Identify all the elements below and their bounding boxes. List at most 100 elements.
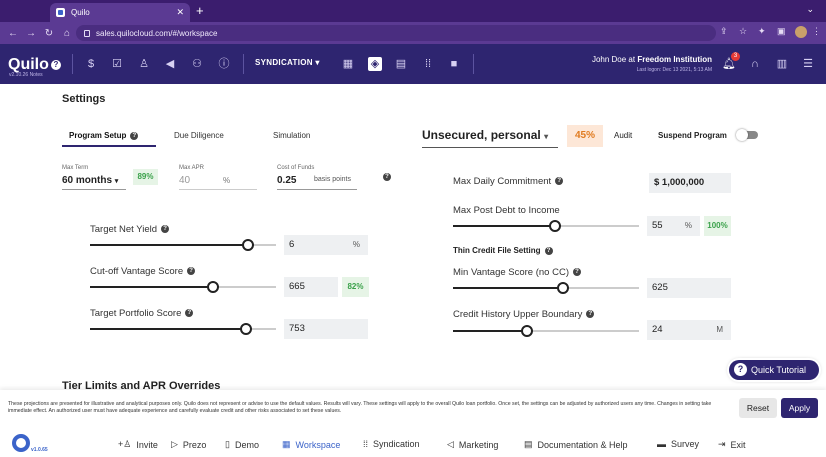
- slider-handle[interactable]: [549, 220, 562, 232]
- nav-invite[interactable]: +♙ Invite: [118, 439, 158, 450]
- min-vantage-input[interactable]: 625: [647, 278, 731, 298]
- info-icon[interactable]: ⓘ: [218, 58, 230, 70]
- bell-icon[interactable]: 🔔︎: [722, 58, 736, 70]
- apply-button[interactable]: Apply: [781, 398, 818, 418]
- help-icon[interactable]: ?: [130, 131, 139, 140]
- help-icon[interactable]: ?: [161, 225, 170, 234]
- audit-link[interactable]: Audit: [614, 131, 633, 140]
- settings-sliders-icon[interactable]: ☰: [803, 58, 813, 70]
- browser-menu-icon[interactable]: ⋮: [812, 26, 821, 36]
- credit-history-label: Credit History Upper Boundary?: [453, 309, 595, 320]
- slider-handle[interactable]: [240, 323, 253, 335]
- tab-search-icon[interactable]: ⌄: [806, 4, 814, 14]
- nav-workspace[interactable]: ▦ Workspace: [282, 439, 340, 450]
- slider-handle[interactable]: [521, 325, 534, 337]
- footer-version: v1.0.65: [31, 447, 48, 453]
- quilo-logo-icon[interactable]: [12, 434, 30, 452]
- briefcase-icon[interactable]: ■: [450, 58, 458, 70]
- reload-icon[interactable]: ↻: [44, 27, 54, 39]
- group-icon[interactable]: ⚇: [192, 58, 202, 70]
- chat-icon: ▬: [657, 439, 666, 449]
- analytics-icon[interactable]: ▥: [776, 58, 788, 70]
- close-tab-icon[interactable]: ✕: [176, 7, 184, 17]
- max-post-debt-slider[interactable]: [453, 220, 639, 232]
- credit-history-slider[interactable]: [453, 325, 639, 337]
- tab-program-setup[interactable]: Program Setup?: [69, 131, 139, 140]
- quilo-favicon-icon: [56, 8, 65, 17]
- help-icon[interactable]: ?: [51, 60, 61, 70]
- slider-handle[interactable]: [242, 239, 255, 251]
- reset-button[interactable]: Reset: [739, 398, 777, 418]
- address-bar[interactable]: sales.quilocloud.com/#/workspace: [76, 25, 716, 41]
- cost-of-funds-input[interactable]: 0.25: [277, 175, 297, 186]
- tab-due-diligence[interactable]: Due Diligence: [174, 131, 224, 140]
- target-net-yield-input[interactable]: 6%: [284, 235, 368, 255]
- target-net-yield-slider[interactable]: [90, 239, 276, 251]
- slider-handle[interactable]: [556, 282, 569, 294]
- credit-history-input[interactable]: 24 M: [647, 320, 731, 340]
- quick-tutorial-button[interactable]: ? Quick Tutorial: [729, 360, 819, 380]
- checkbox-icon[interactable]: ☑: [112, 58, 122, 70]
- document-icon: ▤: [524, 439, 533, 449]
- min-vantage-label: Min Vantage Score (no CC)?: [453, 267, 581, 278]
- tab-simulation[interactable]: Simulation: [273, 131, 311, 140]
- nav-syndication[interactable]: ⁞⁞ Syndication: [363, 439, 420, 449]
- help-icon[interactable]: ?: [586, 310, 595, 319]
- max-post-debt-value: 55: [652, 220, 663, 231]
- target-net-yield-label: Target Net Yield?: [90, 224, 170, 235]
- nav-exit[interactable]: ⇥ Exit: [718, 439, 746, 450]
- support-headset-icon[interactable]: ∩: [751, 58, 759, 70]
- extensions-icon[interactable]: ✦: [758, 26, 766, 36]
- product-value: Unsecured, personal: [422, 128, 541, 142]
- max-apr-input[interactable]: 40: [179, 175, 191, 186]
- cutoff-vantage-text: Cut-off Vantage Score: [90, 266, 184, 277]
- browser-tab[interactable]: Quilo ✕: [50, 3, 190, 22]
- help-icon[interactable]: ?: [573, 268, 581, 277]
- version-notes-link[interactable]: v2.10.26 Notes: [9, 72, 43, 78]
- nav-survey[interactable]: ▬ Survey: [657, 439, 699, 449]
- target-portfolio-input[interactable]: 753: [284, 319, 368, 339]
- profile-avatar[interactable]: [795, 26, 807, 38]
- share-icon[interactable]: ⇪: [720, 26, 728, 36]
- help-icon[interactable]: ?: [185, 309, 194, 318]
- help-icon[interactable]: ?: [555, 177, 564, 186]
- nav-documentation[interactable]: ▤ Documentation & Help: [524, 439, 628, 450]
- dashboard-icon[interactable]: ▦: [342, 58, 354, 70]
- forward-icon[interactable]: →: [26, 27, 36, 39]
- product-select[interactable]: Unsecured, personal ▾: [422, 124, 558, 148]
- target-portfolio-slider[interactable]: [90, 323, 276, 335]
- max-term-select[interactable]: 60 months ▾: [62, 175, 118, 186]
- workspace-icon[interactable]: ◈: [368, 57, 382, 71]
- home-icon[interactable]: ⌂: [63, 27, 71, 39]
- grid-icon[interactable]: ⁞⁞: [424, 58, 432, 70]
- max-daily-commitment-input[interactable]: $ 1,000,000: [649, 173, 731, 193]
- new-tab-icon[interactable]: +: [196, 3, 204, 18]
- disclaimer-text: These projections are presented for illu…: [8, 401, 712, 414]
- help-icon[interactable]: ?: [187, 267, 196, 276]
- cutoff-vantage-input[interactable]: 665: [284, 277, 338, 297]
- max-post-debt-input[interactable]: 55%: [647, 216, 700, 236]
- dollar-icon[interactable]: $: [87, 58, 95, 70]
- min-vantage-slider[interactable]: [453, 282, 639, 294]
- nav-marketing[interactable]: ◁ Marketing: [447, 439, 498, 450]
- nav-label: Syndication: [373, 439, 420, 449]
- slider-handle[interactable]: [206, 281, 219, 293]
- app-logo[interactable]: Quilo: [8, 56, 49, 73]
- megaphone-icon[interactable]: ◀: [165, 58, 175, 70]
- back-icon[interactable]: ←: [8, 27, 18, 39]
- suspend-program-toggle[interactable]: [736, 129, 758, 141]
- help-icon[interactable]: ?: [544, 246, 553, 255]
- cutoff-vantage-slider[interactable]: [90, 281, 276, 293]
- report-icon[interactable]: ▤: [395, 58, 407, 70]
- divider: [62, 189, 126, 190]
- nav-prezo[interactable]: ▷ Prezo: [171, 439, 206, 450]
- person-icon[interactable]: ♙: [139, 58, 149, 70]
- nav-demo[interactable]: ▯ Demo: [225, 439, 259, 450]
- divider: [72, 54, 73, 74]
- help-icon[interactable]: ?: [383, 173, 391, 181]
- syndication-dropdown[interactable]: SYNDICATION ▾: [255, 58, 320, 67]
- last-logon: Last logon: Dec 13 2021, 5:13 AM: [636, 67, 712, 73]
- bookmark-star-icon[interactable]: ☆: [739, 26, 748, 36]
- sidebar-icon[interactable]: ▣: [777, 26, 786, 36]
- credit-history-value: 24: [652, 324, 663, 335]
